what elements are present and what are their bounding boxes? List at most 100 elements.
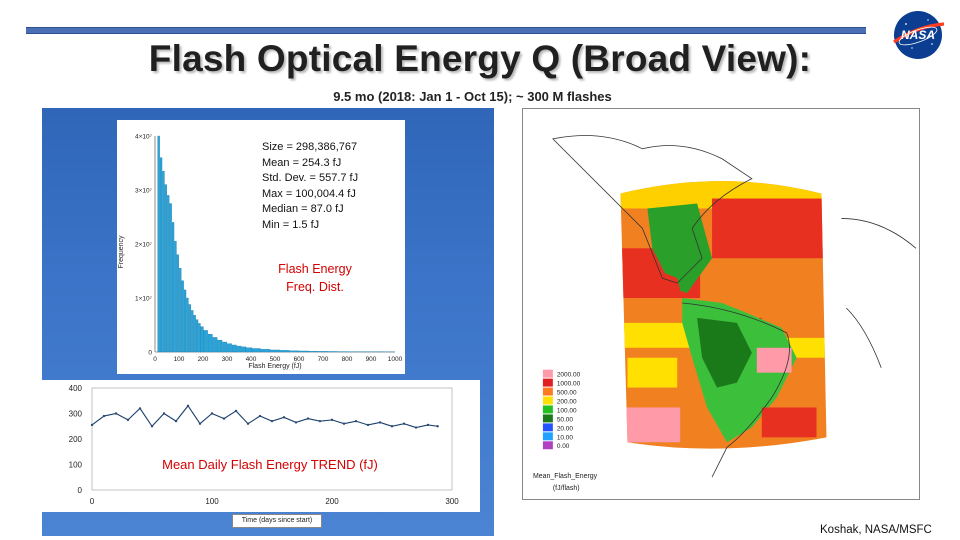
ts-point (294, 421, 298, 424)
legend-swatch (542, 369, 553, 378)
ts-point (114, 412, 118, 415)
hist-bar (270, 349, 280, 353)
hist-x-tick-label: 500 (270, 356, 281, 363)
ts-point (366, 423, 370, 427)
hist-bar (289, 350, 299, 353)
hist-bar (176, 254, 179, 353)
ts-point (436, 425, 439, 428)
histogram-chart: 4×10⁷ 3×10⁷ 2×10⁷ 1×10⁷ 0 0 100 200 300 400 500 60… (117, 120, 405, 374)
hist-bar (207, 334, 213, 353)
stat-size: Size = 298,386,767 (262, 141, 358, 153)
hist-bar (318, 351, 328, 353)
hist-bar (181, 280, 184, 353)
legend-value: 2000.00 (557, 372, 581, 379)
hist-bar (191, 310, 194, 353)
hist-x-tick-label: 600 (294, 356, 305, 363)
hist-bar (203, 330, 208, 353)
ts-point (234, 409, 238, 413)
legend-swatch (542, 378, 553, 387)
hist-bar (251, 348, 261, 353)
legend-value: 20.00 (557, 425, 574, 432)
timeseries-chart: 400 300 200 100 0 0 100 200 300 (42, 380, 480, 512)
hist-x-tick-label: 1000 (388, 356, 403, 363)
hist-bar (195, 319, 199, 353)
hist-x-tick-label: 100 (174, 356, 185, 363)
title-rule (26, 27, 866, 34)
hist-bar (171, 222, 175, 353)
hist-x-tick-label: 700 (318, 356, 329, 363)
legend-swatch (542, 387, 553, 396)
hist-bar (299, 350, 309, 353)
ts-point (198, 422, 202, 425)
hist-bar (217, 339, 223, 353)
ts-x-tick-label: 200 (325, 497, 339, 506)
hist-bar (236, 345, 242, 353)
logo-text: NASA (901, 28, 935, 42)
hist-x-tick-label: 900 (366, 356, 377, 363)
hist-x-tick-label: 800 (342, 356, 353, 363)
legend-value: 50.00 (557, 416, 574, 423)
hist-bar (174, 241, 177, 353)
hist-bar (186, 297, 189, 353)
ts-point (102, 414, 106, 418)
ts-point (342, 422, 346, 425)
legend-swatch (542, 396, 553, 405)
histogram-label-line1: Flash Energy (278, 262, 352, 276)
hist-bar (193, 315, 196, 353)
ts-point (258, 414, 262, 418)
hist-bar (159, 157, 163, 353)
hist-bar (222, 341, 227, 353)
ts-point (150, 425, 154, 428)
ts-y-tick-label: 200 (69, 435, 83, 444)
hist-y-tick-label: 2×10⁷ (135, 242, 153, 249)
hist-bar (245, 347, 253, 353)
ts-x-tick-label: 0 (90, 497, 95, 506)
hist-x-axis-label: Flash Energy (fJ) (248, 363, 301, 370)
ts-point (174, 419, 178, 423)
hist-bar (157, 135, 160, 353)
ts-point (330, 418, 334, 422)
legend-units: (fJ/flash) (553, 485, 580, 492)
ts-point (162, 412, 166, 415)
legend-swatch (542, 423, 553, 432)
histogram-label-line2: Freq. Dist. (286, 280, 344, 294)
timeseries-label: Mean Daily Flash Energy TREND (fJ) (162, 457, 378, 472)
ts-point (126, 418, 130, 422)
credit-text: Koshak, NASA/MSFC (820, 524, 932, 536)
hist-bar (169, 203, 172, 353)
legend-value: 10.00 (557, 434, 574, 441)
hist-bar (260, 349, 271, 353)
histogram-stats-box: Size = 298,386,767 Mean = 254.3 fJ Std. … (262, 140, 382, 233)
ts-point (354, 419, 358, 423)
hist-x-tick-label: 300 (222, 356, 233, 363)
ts-point (138, 407, 142, 410)
slide-subtitle: 9.5 mo (2018: Jan 1 - Oct 15); ~ 300 M f… (333, 89, 612, 104)
hist-x-tick-label: 200 (198, 356, 209, 363)
legend-value: 100.00 (557, 407, 577, 414)
legend-swatch (542, 432, 553, 441)
ts-y-tick-label: 400 (69, 384, 83, 393)
stat-min: Min = 1.5 fJ (262, 218, 320, 231)
histogram-label: Flash Energy Freq. Dist. (240, 260, 390, 296)
hist-x-tick-label: 0 (153, 356, 157, 363)
ts-point (306, 417, 310, 420)
stat-max: Max = 100,004.4 fJ (262, 187, 356, 200)
ts-point (318, 419, 322, 423)
slide-title: Flash Optical Energy Q (Broad View): (148, 38, 812, 79)
ts-point (222, 417, 226, 420)
hist-y-tick-label: 0 (148, 350, 152, 357)
hist-bar (231, 344, 237, 353)
ts-x-tick-label: 100 (205, 497, 219, 506)
hist-x-tick-label: 400 (246, 356, 257, 363)
time-axis-label: Time (days since start) (232, 514, 322, 528)
legend-value: 500.00 (557, 390, 577, 397)
hist-bar (179, 268, 182, 353)
hist-bar (308, 351, 319, 353)
ts-point (186, 404, 190, 408)
ts-x-tick-label: 300 (445, 497, 459, 506)
hist-bar (279, 350, 290, 353)
ts-point (402, 422, 406, 425)
hist-bar (200, 326, 204, 353)
hist-bar (188, 304, 191, 353)
